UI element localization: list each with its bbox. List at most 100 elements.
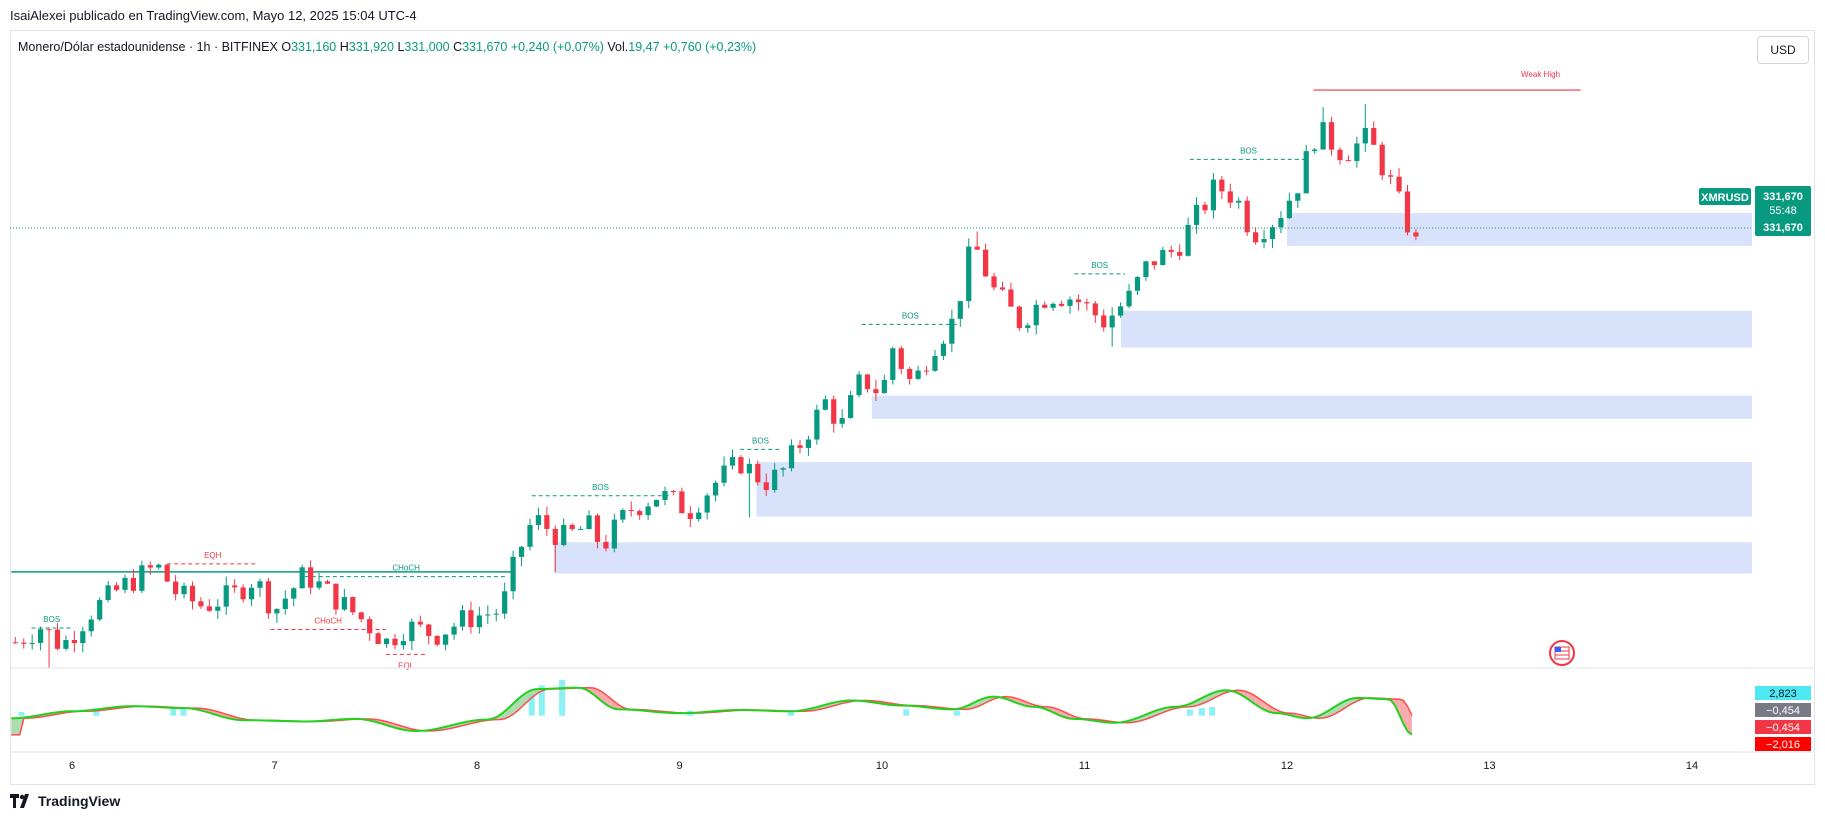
candle-body: [1278, 218, 1284, 228]
candle-body: [856, 374, 862, 396]
candle-body: [1210, 179, 1217, 211]
chart-legend[interactable]: Monero/Dólar estadounidense · 1h · BITFI…: [18, 40, 756, 54]
candle-body: [1160, 249, 1166, 266]
candle-body: [502, 591, 508, 614]
candle-body: [1025, 325, 1031, 329]
candle-body: [443, 634, 449, 645]
osc-bar-4: [528, 694, 535, 716]
candle-body: [139, 565, 145, 591]
candle-body: [1151, 261, 1157, 266]
osc-main-line: [11, 686, 1413, 736]
candle-body: [755, 463, 761, 483]
high-label: H: [339, 40, 349, 54]
candle-body: [324, 581, 331, 584]
candle-body: [1404, 191, 1411, 233]
osc-bar-0: [18, 711, 25, 716]
osc-tag-1-text: 2,823: [1769, 688, 1797, 700]
candle-body: [434, 635, 440, 645]
osc-tag-1: [1755, 686, 1811, 700]
candle-body: [1109, 315, 1115, 328]
candle-body: [468, 610, 474, 628]
candle-body: [561, 524, 567, 545]
candle-body: [426, 624, 432, 636]
osc-fill-segment: [1268, 705, 1273, 713]
osc-fill-segment: [504, 707, 510, 719]
candlestick-chart[interactable]: Weak High BOS EQH CHoCH CHoCH EQL BOS BOS BOS BOS…: [0, 0, 1825, 790]
candle-body: [1177, 251, 1183, 256]
candle-body: [54, 629, 61, 649]
symbol-title[interactable]: Monero/Dólar estadounidense · 1h · BITFI…: [18, 40, 278, 54]
osc-bar-1: [93, 708, 100, 716]
structure-label-0: BOS: [43, 615, 60, 624]
structure-label-8: BOS: [1091, 261, 1108, 270]
candle-body: [1143, 261, 1149, 278]
time-tick-label-8: 14: [1686, 760, 1698, 772]
publisher-line: IsaiAlexei publicado en TradingView.com,…: [10, 8, 417, 23]
osc-tag-2: [1755, 703, 1811, 717]
candle-body: [1337, 149, 1343, 161]
time-tick-label-4: 10: [876, 760, 888, 772]
candle-body: [772, 469, 778, 491]
osc-bar-9: [903, 709, 910, 716]
candle-body: [1067, 299, 1073, 306]
candle-body: [164, 564, 170, 582]
time-tick-label-1: 7: [271, 760, 277, 772]
candle-body: [637, 511, 643, 516]
candle-body: [974, 246, 980, 250]
candle-body: [105, 585, 111, 601]
candle-body: [1396, 176, 1402, 192]
candle-body: [729, 457, 736, 466]
structure-label-3: CHoCH: [392, 564, 420, 573]
candle-body: [1185, 224, 1191, 256]
candle-body: [1269, 227, 1276, 239]
candle-body: [966, 246, 972, 302]
candle-body: [198, 601, 204, 607]
candle-body: [687, 513, 693, 520]
candle-body: [527, 525, 533, 547]
candle-body: [63, 640, 69, 649]
candle-body: [983, 249, 989, 277]
candle-body: [299, 567, 305, 589]
candle-body: [578, 529, 584, 531]
osc-bar-6: [559, 680, 566, 716]
candle-body: [1227, 191, 1233, 203]
candle-body: [1050, 303, 1056, 308]
candle-body: [628, 510, 634, 512]
close-value: 331,670: [462, 40, 508, 54]
osc-fill-segment: [614, 701, 619, 710]
candle-body: [713, 482, 719, 496]
time-axis[interactable]: 6 7 8 9 10 11 12 13 14: [69, 760, 1698, 772]
brand-name: TradingView: [38, 793, 121, 809]
structure-label-2: CHoCH: [314, 617, 342, 626]
candles: [12, 104, 1419, 668]
structure-label-9: BOS: [1240, 146, 1257, 155]
flag-icon[interactable]: [1549, 640, 1575, 666]
osc-fill-segment: [530, 689, 535, 700]
candle-body: [1101, 315, 1107, 328]
candle-body: [746, 463, 752, 474]
time-tick-label-5: 11: [1079, 760, 1090, 772]
candle-body: [12, 642, 18, 644]
candle-body: [1008, 289, 1014, 307]
candle-body: [71, 640, 77, 644]
candle-body: [341, 597, 347, 610]
candle-body: [881, 379, 887, 394]
candle-body: [653, 499, 660, 507]
candle-body: [308, 567, 314, 588]
demand-zone-4: [553, 542, 1753, 574]
candle-body: [485, 614, 491, 616]
candle-body: [510, 556, 516, 592]
candle-body: [999, 287, 1006, 290]
candle-body: [898, 348, 904, 369]
structure-marks: Weak High BOS EQH CHoCH CHoCH EQL BOS BOS BOS BOS…: [11, 70, 1581, 670]
price-tag-value: 331,670: [1763, 191, 1803, 203]
candle-body: [88, 619, 94, 632]
candle-body: [940, 343, 947, 356]
candle-body: [1388, 175, 1394, 177]
candle-body: [603, 541, 609, 549]
currency-button[interactable]: USD: [1757, 36, 1809, 64]
candle-body: [1328, 122, 1335, 150]
volume-value: 19,47: [628, 40, 660, 54]
candle-body: [831, 399, 837, 424]
tradingview-brand[interactable]: TradingView: [10, 793, 120, 809]
